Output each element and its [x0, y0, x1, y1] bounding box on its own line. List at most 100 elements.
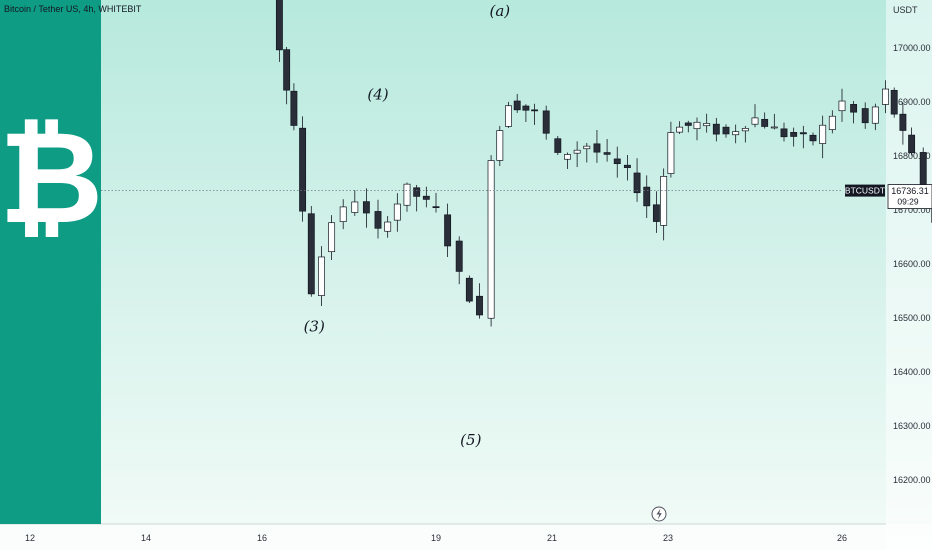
candle	[676, 121, 684, 135]
candle-body	[275, 0, 283, 51]
candle-body	[384, 221, 392, 232]
candle	[761, 112, 769, 129]
candle	[275, 0, 283, 62]
candle-body	[770, 126, 778, 129]
candle-body	[722, 126, 730, 135]
candle	[374, 199, 382, 239]
candle-body	[283, 49, 291, 91]
candle-body	[633, 172, 641, 194]
candle	[362, 188, 370, 228]
candle-body	[487, 160, 495, 319]
symbol-tag	[845, 184, 885, 197]
candle	[455, 236, 463, 285]
candle	[432, 192, 440, 213]
candle-body	[684, 122, 692, 126]
x-tick-label: 26	[837, 533, 847, 543]
candle	[850, 100, 858, 124]
candle	[652, 191, 660, 233]
candle	[838, 88, 846, 122]
candle-body	[603, 152, 611, 155]
candle	[531, 103, 539, 125]
candle-body	[476, 295, 483, 316]
y-tick-label: 16300.00	[893, 421, 931, 431]
candle-body	[780, 128, 788, 138]
candle	[899, 102, 907, 145]
candle	[444, 203, 452, 257]
candle-body	[290, 90, 298, 126]
candle	[603, 138, 611, 162]
candle	[790, 127, 798, 147]
candle-body	[444, 214, 452, 247]
candle-body	[299, 127, 307, 212]
candle-body	[908, 134, 916, 154]
y-tick-label: 16700.00	[893, 205, 931, 215]
candle	[465, 275, 473, 303]
candle	[283, 46, 291, 105]
candle	[693, 117, 701, 141]
candle-body	[899, 113, 907, 131]
candle	[828, 110, 836, 134]
candle	[712, 117, 720, 142]
candle	[554, 135, 562, 156]
y-tick-label: 16400.00	[893, 367, 931, 377]
candle-body	[643, 186, 651, 207]
candle-body	[712, 123, 720, 135]
candle	[819, 115, 827, 159]
candle	[290, 83, 298, 131]
candle-body	[890, 89, 898, 115]
time-axis-panel	[0, 524, 932, 550]
countdown-label: 09:29	[897, 197, 919, 207]
x-tick-label: 14	[141, 533, 151, 543]
candle	[339, 199, 347, 230]
candle-body	[819, 124, 827, 144]
wave-label: (3)	[304, 318, 325, 336]
candle	[328, 215, 336, 260]
x-tick-label: 19	[431, 533, 441, 543]
candle	[522, 104, 530, 123]
candle-body	[593, 143, 601, 153]
candle	[722, 124, 730, 138]
candle-body	[496, 130, 504, 161]
x-tick-label: 16	[257, 533, 267, 543]
candle	[403, 182, 411, 212]
candle-body	[732, 131, 740, 136]
symbol-label: BTCUSDT	[845, 186, 885, 196]
candle-body	[393, 203, 401, 221]
last-price-tags: BTCUSDT 16736.31 09:29	[845, 184, 932, 209]
candle-body	[422, 195, 430, 200]
bitcoin-logo-icon: ₿	[0, 104, 103, 253]
candle	[505, 101, 512, 129]
y-axis: 16200.00 16300.00 16400.00 16500.00 16600.00…	[893, 43, 931, 485]
candle-body	[676, 126, 684, 133]
candle	[633, 158, 641, 202]
candle-body	[761, 118, 769, 127]
candle-body	[522, 105, 530, 111]
candle	[613, 146, 621, 178]
candle	[799, 125, 807, 149]
candle	[861, 102, 869, 129]
candle-body	[531, 109, 539, 112]
candle	[476, 283, 483, 319]
candle	[573, 141, 581, 168]
candle-body	[513, 100, 521, 111]
wave-labels: (2)(1)(3)(4)(a)(5)(b)(c)(5)(3)(5)(1)(2)	[304, 2, 511, 449]
candle-body	[328, 222, 336, 253]
candle-body	[741, 128, 749, 132]
wave-label: (4)	[367, 86, 388, 104]
candle	[770, 113, 778, 130]
y-tick-label: 16800.00	[893, 151, 931, 161]
candle	[908, 127, 916, 156]
candle-body	[751, 117, 759, 125]
logo-banner	[0, 0, 101, 524]
x-tick-label: 23	[663, 533, 673, 543]
candle	[751, 104, 759, 128]
candle	[623, 155, 631, 181]
candle-body	[339, 206, 347, 222]
candle-body	[351, 201, 359, 213]
candle	[413, 184, 421, 212]
event-flash-icon[interactable]	[651, 506, 667, 522]
candle	[307, 206, 315, 297]
candle	[351, 190, 359, 216]
candle-body	[374, 211, 382, 229]
